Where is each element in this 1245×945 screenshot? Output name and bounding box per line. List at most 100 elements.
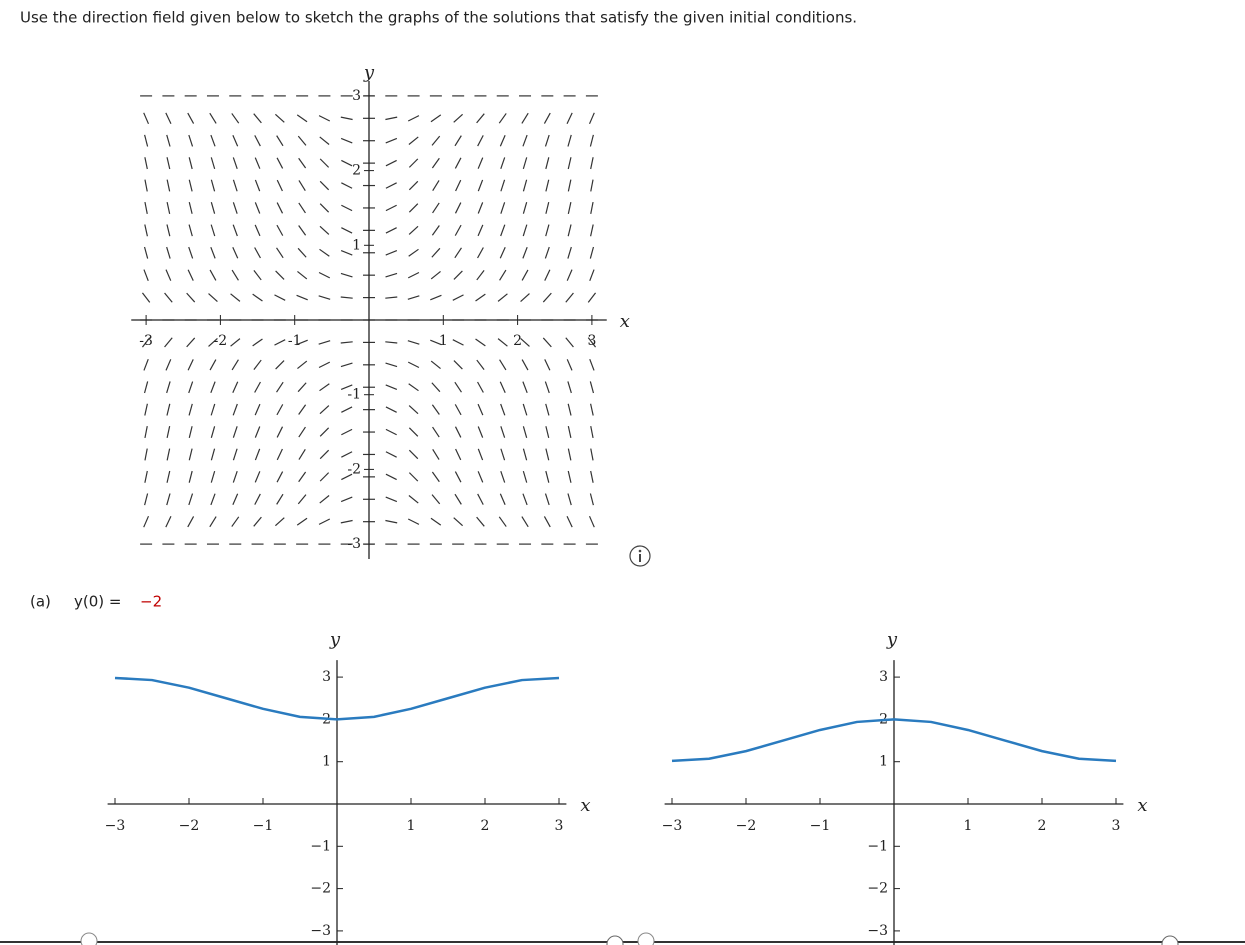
slope-dash [188,246,194,259]
slope-dash [319,248,330,257]
slope-dash [144,426,148,439]
slope-dash [210,448,216,461]
slope-dash [385,519,398,524]
slope-dash [408,427,419,437]
radio-button[interactable] [637,932,655,945]
slope-dash [497,338,508,347]
slope-dash [231,359,239,371]
slope-dash [385,496,398,503]
slope-dash [385,451,397,458]
slope-dash [408,472,419,482]
slope-dash [276,448,283,461]
slope-dash [341,451,353,458]
slope-dash [318,115,331,122]
y-tick-label: −3 [867,923,888,939]
slope-dash [499,493,506,506]
slope-dash [408,248,419,257]
slope-dash [475,293,486,302]
slope-dash [567,403,572,416]
slope-dash [408,495,419,504]
slope-dash [589,493,594,506]
slope-dash [545,448,550,461]
part-label: (a) [30,593,51,611]
slope-dash [298,404,307,415]
y-tick-label: 2 [352,163,361,179]
slope-dash [431,404,440,415]
slope-dash [165,516,172,528]
slope-dash [453,270,463,280]
y-tick-label: −1 [867,838,888,854]
info-icon[interactable] [629,545,651,567]
slope-dash [276,426,284,438]
slope-dash [276,247,284,259]
slope-dash [210,493,216,506]
slope-dash [542,337,552,348]
slope-dash [166,381,171,394]
slope-dash [385,296,398,299]
slope-dash [522,202,528,214]
slope-dash [298,225,307,236]
slope-dash [522,134,528,147]
slope-dash [567,179,572,192]
slope-dash [385,227,397,234]
slope-dash [567,201,572,214]
slope-dash [275,270,285,280]
slope-dash [319,449,330,460]
radio-button[interactable] [80,932,98,945]
slope-dash [477,381,484,393]
x-tick-label: −1 [810,818,831,834]
slope-dash [208,293,218,303]
slope-dash [431,471,440,483]
slope-dash [188,493,194,506]
slope-dash [567,381,572,394]
slope-dash [232,493,239,506]
slope-dash [143,359,149,371]
slope-dash [500,179,506,192]
slope-dash [318,340,331,345]
x-tick-label: 3 [587,333,596,349]
slope-dash [254,448,261,461]
slope-dash [407,271,420,279]
slope-dash [385,159,397,167]
slope-dash [143,246,149,259]
slope-dash [477,426,484,438]
slope-dash [232,448,238,461]
slope-dash [587,292,597,303]
slope-dash [188,403,193,416]
slope-dash [231,113,240,124]
slope-dash [209,516,217,528]
slope-dash [188,470,193,483]
slope-dash [166,403,171,416]
slope-dash [499,247,506,259]
slope-dash [166,179,171,192]
slope-dash [231,269,239,281]
info-icon[interactable] [1161,935,1179,945]
slope-dash [567,224,572,237]
info-icon[interactable] [606,935,624,945]
y-tick-label: -1 [347,387,361,403]
slope-dash [477,471,484,483]
slope-dash [452,294,464,301]
info-dot [638,549,642,553]
slope-dash [407,295,420,300]
slope-dash [545,179,550,192]
slope-dash [590,448,594,461]
slope-dash [432,449,440,460]
slope-dash [522,157,528,170]
slope-dash [385,249,398,256]
slope-dash [477,247,484,259]
slope-dash [276,404,284,416]
slope-dash [499,381,506,393]
slope-dash [188,381,194,394]
slope-dash [144,448,148,461]
y-tick-label: −2 [867,881,888,897]
slope-dash [590,426,594,439]
slope-dash [340,519,353,524]
slope-dash [298,449,306,460]
slope-dash [477,202,484,214]
slope-dash [341,428,353,436]
slope-dash [477,448,484,461]
slope-dash [407,361,420,369]
slope-dash [567,493,572,506]
slope-dash [210,470,216,483]
